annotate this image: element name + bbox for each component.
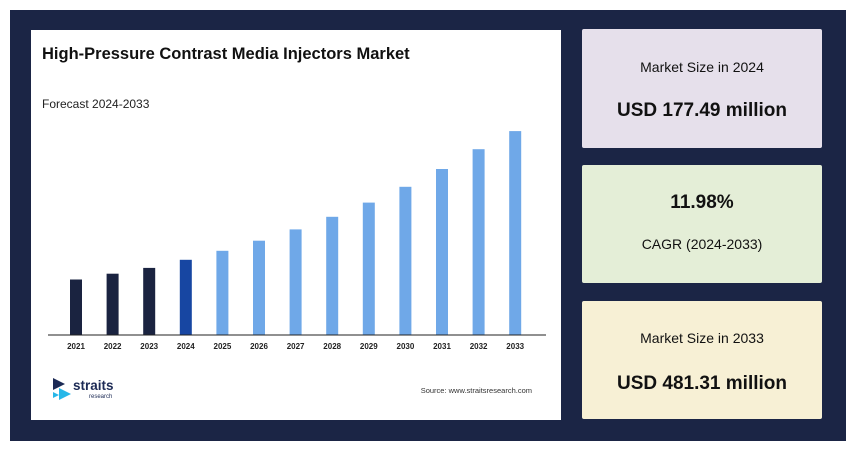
bar-2028	[326, 216, 339, 335]
tick-label-2029: 2029	[360, 342, 378, 351]
tick-label-2032: 2032	[470, 342, 488, 351]
bar-2022	[106, 273, 119, 335]
logo-subtext: research	[89, 394, 113, 400]
card-value: 11.98%	[670, 192, 734, 213]
card-value: USD 481.31 million	[616, 373, 787, 394]
card-label: Market Size in 2024	[640, 59, 764, 75]
tick-label-2030: 2030	[397, 342, 415, 351]
straits-logo-icon	[53, 378, 71, 400]
bar-2024	[179, 259, 192, 335]
straits-logo: straits research	[51, 376, 131, 406]
tick-label-2026: 2026	[250, 342, 268, 351]
bar-2025	[216, 250, 229, 335]
tick-label-2031: 2031	[433, 342, 451, 351]
market-size-2033-card: Market Size in 2033 USD 481.31 million	[582, 301, 822, 419]
tick-label-2023: 2023	[140, 342, 158, 351]
bar-2021	[70, 279, 82, 335]
bar-2031	[436, 169, 448, 335]
tick-label-2024: 2024	[177, 342, 195, 351]
cagr-card: 11.98% CAGR (2024-2033)	[582, 165, 822, 283]
bar-2023	[143, 267, 156, 335]
tick-label-2025: 2025	[214, 342, 232, 351]
tick-label-2033: 2033	[506, 342, 524, 351]
card-label: CAGR (2024-2033)	[641, 236, 763, 252]
logo-text: straits	[73, 378, 114, 393]
bar-2030	[399, 186, 412, 335]
tick-label-2028: 2028	[323, 342, 341, 351]
card-label: Market Size in 2033	[640, 330, 764, 346]
tick-label-2021: 2021	[67, 342, 85, 351]
bar-2033	[509, 131, 522, 335]
bar-2032	[472, 149, 485, 335]
tick-label-2022: 2022	[104, 342, 122, 351]
chart-title: High-Pressure Contrast Media Injectors M…	[42, 45, 410, 63]
tick-label-2027: 2027	[287, 342, 305, 351]
bar-chart: 2021 2022 2023 2024 2025 2026 2027 2028 2029 2030…	[48, 131, 546, 351]
chart-panel: High-Pressure Contrast Media Injectors M…	[31, 30, 561, 420]
market-size-2024-card: Market Size in 2024 USD 177.49 million	[582, 29, 822, 148]
chart-subtitle: Forecast 2024-2033	[42, 97, 150, 111]
card-value: USD 177.49 million	[616, 100, 787, 121]
bar-2027	[289, 229, 302, 335]
bar-2026	[253, 240, 265, 335]
tick-labels-layer: 2021 2022 2023 2024 2025 2026 2027 2028 2029 2030…	[67, 342, 525, 351]
bar-2029	[362, 202, 375, 335]
bars-layer	[70, 131, 522, 335]
source-note: Source: www.straitsresearch.com	[420, 386, 532, 395]
